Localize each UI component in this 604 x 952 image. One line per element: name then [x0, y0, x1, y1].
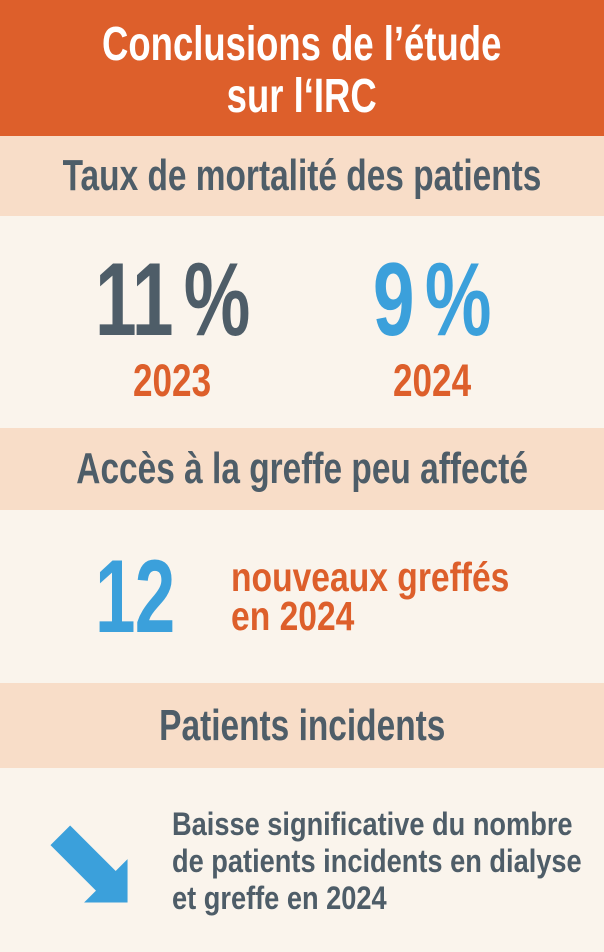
year-label-2023: 2023 [132, 355, 212, 406]
mortality-title-label: Taux de mortalité des patients [62, 151, 542, 200]
incident-note-line3: et greffe en 2024 [172, 880, 387, 916]
mortality-rate-2024: 9 % [373, 242, 492, 358]
mortality-stats: 11 % 2023 9 % 2024 [0, 216, 604, 428]
stat-2024: 9 % 2024 [302, 248, 562, 403]
year-label-2024: 2024 [392, 355, 472, 406]
incident-note-text: Baisse significative du nombre de patien… [172, 806, 604, 917]
mortality-rate-2023: 11 % [94, 242, 250, 358]
incident-title-label: Patients incidents [158, 700, 446, 750]
header: Conclusions de l’étude sur l‘IRC [0, 0, 604, 136]
section-title-incident: Patients incidents [0, 683, 604, 768]
section-title-mortality: Taux de mortalité des patients [0, 136, 604, 216]
transplant-stat: 12 nouveaux greffés en 2024 [0, 510, 604, 683]
page-title-line2: sur l‘IRC [226, 70, 378, 123]
transplant-count: 12 [95, 538, 175, 655]
transplant-count-label: nouveaux greffés en 2024 [230, 553, 571, 639]
transplant-label-line2: en 2024 [230, 592, 354, 639]
page-title-line1: Conclusions de l’étude [102, 18, 502, 71]
transplant-label-line1: nouveaux greffés [230, 553, 509, 600]
incident-note: Baisse significative du nombre de patien… [0, 768, 604, 952]
section-title-transplant: Accès à la greffe peu affecté [0, 428, 604, 510]
transplant-title-label: Accès à la greffe peu affecté [76, 444, 528, 493]
arrow-down-right-icon [48, 823, 130, 905]
incident-note-line2: de patients incidents en dialyse [172, 843, 582, 879]
incident-note-line1: Baisse significative du nombre [172, 806, 573, 842]
stat-2023: 11 % 2023 [42, 248, 302, 403]
